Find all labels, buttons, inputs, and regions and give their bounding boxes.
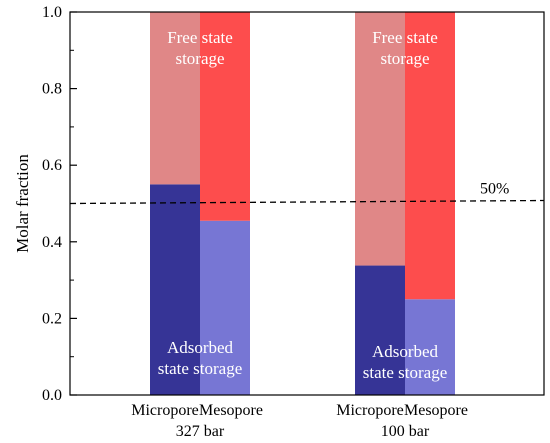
bars-group <box>150 12 455 395</box>
category-label-4: Mesopore <box>404 402 468 419</box>
group-label-2: 100 bar <box>381 423 430 440</box>
adsorbed-bar-2 <box>200 220 250 395</box>
plot-frame <box>69 11 545 396</box>
free-state-label-100-line-2: storage <box>380 49 429 68</box>
free-state-label-100-line-1: Free state <box>372 28 438 47</box>
free-bar-1 <box>150 12 200 185</box>
category-label-2: Mesopore <box>199 402 263 419</box>
free-bar-2 <box>200 12 250 221</box>
category-label-1: Micropore <box>131 402 199 419</box>
free-bar-3 <box>355 12 405 266</box>
adsorbed-state-label-327-line-1: Adsorbed <box>167 338 234 357</box>
adsorbed-state-label-327-line-2: state storage <box>158 359 243 378</box>
fifty-percent-reference-line <box>69 199 545 205</box>
adsorbed-state-label-100-line-1: Adsorbed <box>372 342 439 361</box>
free-state-label-327-line-1: Free state <box>167 28 233 47</box>
free-state-label-327-line-2: storage <box>175 49 224 68</box>
y-tick-label: 0.2 <box>42 310 62 327</box>
y-tick-label: 0.8 <box>42 81 62 98</box>
y-axis-ticks: 0.0 0.2 0.4 0.6 0.8 1.0 <box>42 4 77 404</box>
adsorbed-bar-3 <box>355 265 405 395</box>
reference-line-label: 50% <box>480 181 509 198</box>
adsorbed-state-label-100-line-2: state storage <box>363 363 448 382</box>
y-axis-title: Molar fraction <box>13 154 32 253</box>
y-tick-label: 0.4 <box>42 234 62 251</box>
in-bar-annotations: Free state storage Adsorbed state storage Fr… <box>158 28 448 382</box>
y-tick-label: 1.0 <box>42 4 62 21</box>
category-label-3: Micropore <box>336 402 404 419</box>
free-bar-4 <box>405 12 455 300</box>
group-label-1: 327 bar <box>176 423 225 440</box>
y-tick-label: 0.0 <box>42 387 62 404</box>
adsorbed-bar-1 <box>150 184 200 395</box>
y-tick-label: 0.6 <box>42 157 62 174</box>
adsorbed-bar-4 <box>405 299 455 395</box>
